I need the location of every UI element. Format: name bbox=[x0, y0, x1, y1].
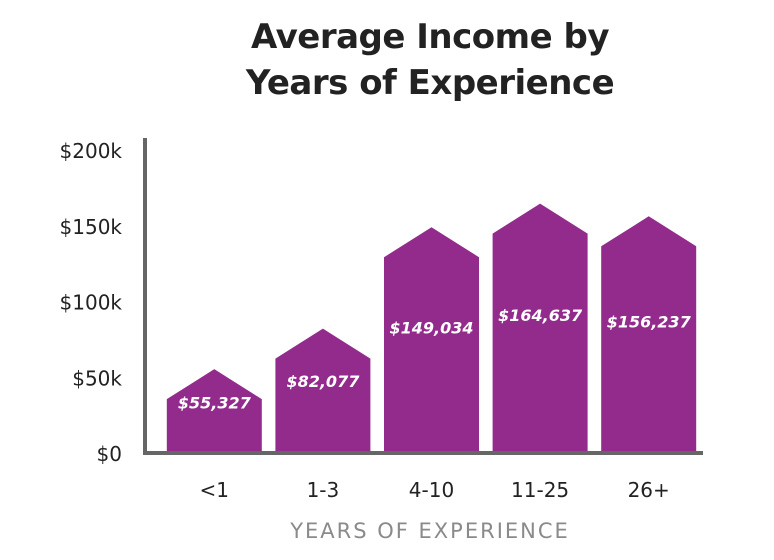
chart-title: Average Income by Years of Experience bbox=[0, 14, 774, 106]
bar bbox=[166, 369, 262, 453]
x-tick-label: 11-25 bbox=[511, 478, 569, 502]
x-tick-label: 26+ bbox=[628, 478, 670, 502]
bar-value-label: $156,237 bbox=[607, 313, 692, 332]
y-tick-label: $50k bbox=[72, 366, 122, 390]
x-tick-label: 1-3 bbox=[307, 478, 340, 502]
x-axis-tick-labels: <1 1-3 4-10 11-25 26+ bbox=[200, 478, 670, 502]
y-axis-tick-labels: $0 $50k $100k $150k $200k bbox=[60, 139, 123, 466]
x-axis-title: YEARS OF EXPERIENCE bbox=[290, 519, 570, 543]
bar bbox=[275, 328, 371, 453]
y-tick-label: $0 bbox=[97, 442, 122, 466]
bar-value-label: $149,034 bbox=[389, 318, 473, 337]
chart-title-line-1: Average Income by bbox=[251, 17, 609, 57]
y-tick-label: $200k bbox=[60, 139, 123, 163]
bar-value-label: $55,327 bbox=[178, 394, 252, 413]
bars bbox=[166, 203, 697, 453]
bar-value-labels: $55,327 $82,077 $149,034 $164,637 $156,237 bbox=[178, 306, 692, 413]
bar-value-label: $82,077 bbox=[286, 372, 360, 391]
bar-value-label: $164,637 bbox=[498, 306, 583, 325]
y-tick-label: $150k bbox=[60, 215, 123, 239]
bar bbox=[601, 216, 697, 453]
bar bbox=[384, 227, 479, 453]
x-tick-label: <1 bbox=[200, 478, 229, 502]
chart-title-line-2: Years of Experience bbox=[245, 63, 615, 103]
y-tick-label: $100k bbox=[60, 291, 123, 315]
x-tick-label: 4-10 bbox=[409, 478, 454, 502]
bar bbox=[492, 203, 588, 453]
